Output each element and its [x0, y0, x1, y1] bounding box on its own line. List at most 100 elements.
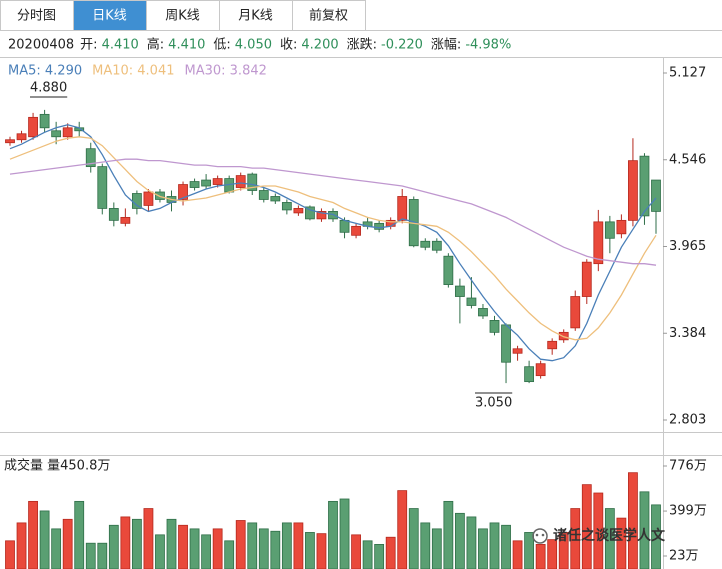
candle-body	[501, 324, 511, 363]
tab-label[interactable]: 日K线	[92, 9, 127, 24]
date: 20200408	[8, 38, 74, 53]
volume-bar	[85, 542, 96, 569]
volume-bar	[5, 540, 15, 569]
tab[interactable]	[292, 0, 366, 31]
info-label: 收:	[280, 38, 297, 53]
volume-bar	[224, 540, 235, 569]
candle-body	[5, 139, 15, 144]
volume-bar	[293, 522, 304, 569]
volume-bar	[201, 534, 212, 569]
y-tick-label: 5.127	[669, 66, 706, 81]
volume-bar	[178, 524, 188, 569]
candle-body	[281, 202, 292, 211]
watermark-text: 诸任之谈医学人文	[553, 527, 666, 544]
volume-bar	[305, 532, 315, 569]
info-value: -0.220	[381, 38, 423, 53]
candle-body	[235, 175, 246, 188]
info-label: 涨幅:	[431, 38, 461, 53]
candle-body	[351, 225, 361, 236]
candle-body	[28, 116, 38, 138]
info-line: 20200408 开: 4.410 高: 4.410 低: 4.050 收: 4.200 涨跌: -…	[8, 37, 511, 53]
legend-entry: MA30: 3.842	[185, 64, 267, 79]
candle-body	[120, 216, 131, 224]
tab-label[interactable]: 月K线	[238, 9, 273, 24]
info-label: 高:	[147, 37, 164, 53]
volume-bar	[362, 540, 373, 569]
volume-bar	[443, 500, 454, 569]
candle-body	[651, 179, 661, 212]
candle-body	[247, 173, 258, 191]
candle-body	[51, 130, 62, 138]
legend: MA5: 4.290 MA10: 4.041 MA30: 3.842	[8, 64, 267, 79]
candle-body	[258, 190, 269, 200]
candle-body	[524, 366, 535, 383]
ma-line	[9, 136, 657, 341]
price-plot: 5.127 4.546 3.965 3.384 2.803 4.880 3.050	[5, 66, 706, 428]
volume-bar	[120, 516, 131, 569]
volume-bar	[547, 539, 558, 569]
info-label: 低:	[213, 38, 230, 53]
volume-bar	[570, 508, 581, 569]
legend-entry: MA10: 4.041	[92, 64, 174, 79]
annotation: 4.880	[30, 81, 67, 96]
candle-body	[316, 211, 327, 220]
candle-body	[293, 208, 304, 214]
tab[interactable]	[146, 0, 220, 31]
volume-bar	[501, 524, 511, 569]
tab-label[interactable]: 前复权	[309, 8, 348, 24]
ma-line	[9, 124, 657, 362]
candle-body	[443, 255, 454, 285]
tab-label[interactable]: 周K线	[165, 9, 200, 24]
candle-body	[16, 133, 27, 141]
candle-body	[178, 184, 188, 200]
candle-body	[328, 211, 338, 220]
candle-body	[489, 320, 500, 333]
volume-bar	[454, 512, 465, 569]
candle-body	[97, 166, 108, 209]
candle-body	[62, 127, 73, 138]
info-value: 4.200	[301, 38, 338, 53]
candle-body	[420, 240, 431, 248]
y-tick-label: 23万	[669, 549, 699, 564]
volume-bar	[385, 536, 396, 569]
y-tick-label: 3.965	[669, 239, 706, 254]
volume-bar	[131, 518, 142, 569]
candle-body	[39, 113, 50, 129]
volume-bar	[247, 522, 258, 569]
candle-body	[628, 160, 638, 221]
info-value: 4.050	[235, 38, 272, 53]
tab[interactable]	[73, 0, 147, 31]
y-tick-label: 399万	[669, 504, 707, 519]
volume-bar	[408, 508, 419, 569]
volume-bar	[166, 518, 177, 569]
tab[interactable]	[0, 0, 74, 31]
legend-entry: MA5: 4.290	[8, 64, 82, 79]
candle-body	[512, 348, 523, 354]
volume-bar	[328, 500, 338, 569]
candle-body	[155, 191, 165, 200]
candle-body	[85, 148, 96, 168]
candle-body	[108, 208, 119, 221]
candle-body	[593, 221, 604, 265]
volume-bar	[16, 522, 27, 569]
volume-bar	[39, 510, 50, 569]
volume-bar	[143, 508, 154, 569]
candle-body	[616, 219, 627, 235]
tab-label[interactable]: 分时图	[17, 9, 56, 24]
volume-bar	[512, 540, 523, 569]
annotation: 3.050	[475, 396, 512, 411]
y-tick-label: 3.384	[669, 326, 706, 341]
volume-bar	[74, 500, 85, 569]
volume-bar	[651, 504, 661, 569]
volume-bar	[189, 528, 200, 569]
candle-body	[639, 155, 650, 217]
candle-body	[535, 363, 546, 377]
volume-bar	[235, 520, 246, 569]
volume-title: 成交量 量450.8万	[4, 458, 110, 474]
volume-bar	[397, 490, 408, 569]
volume-bar	[420, 522, 431, 569]
watermark-icon	[541, 533, 545, 537]
volume-bar	[431, 528, 442, 569]
volume-bar	[316, 533, 327, 569]
